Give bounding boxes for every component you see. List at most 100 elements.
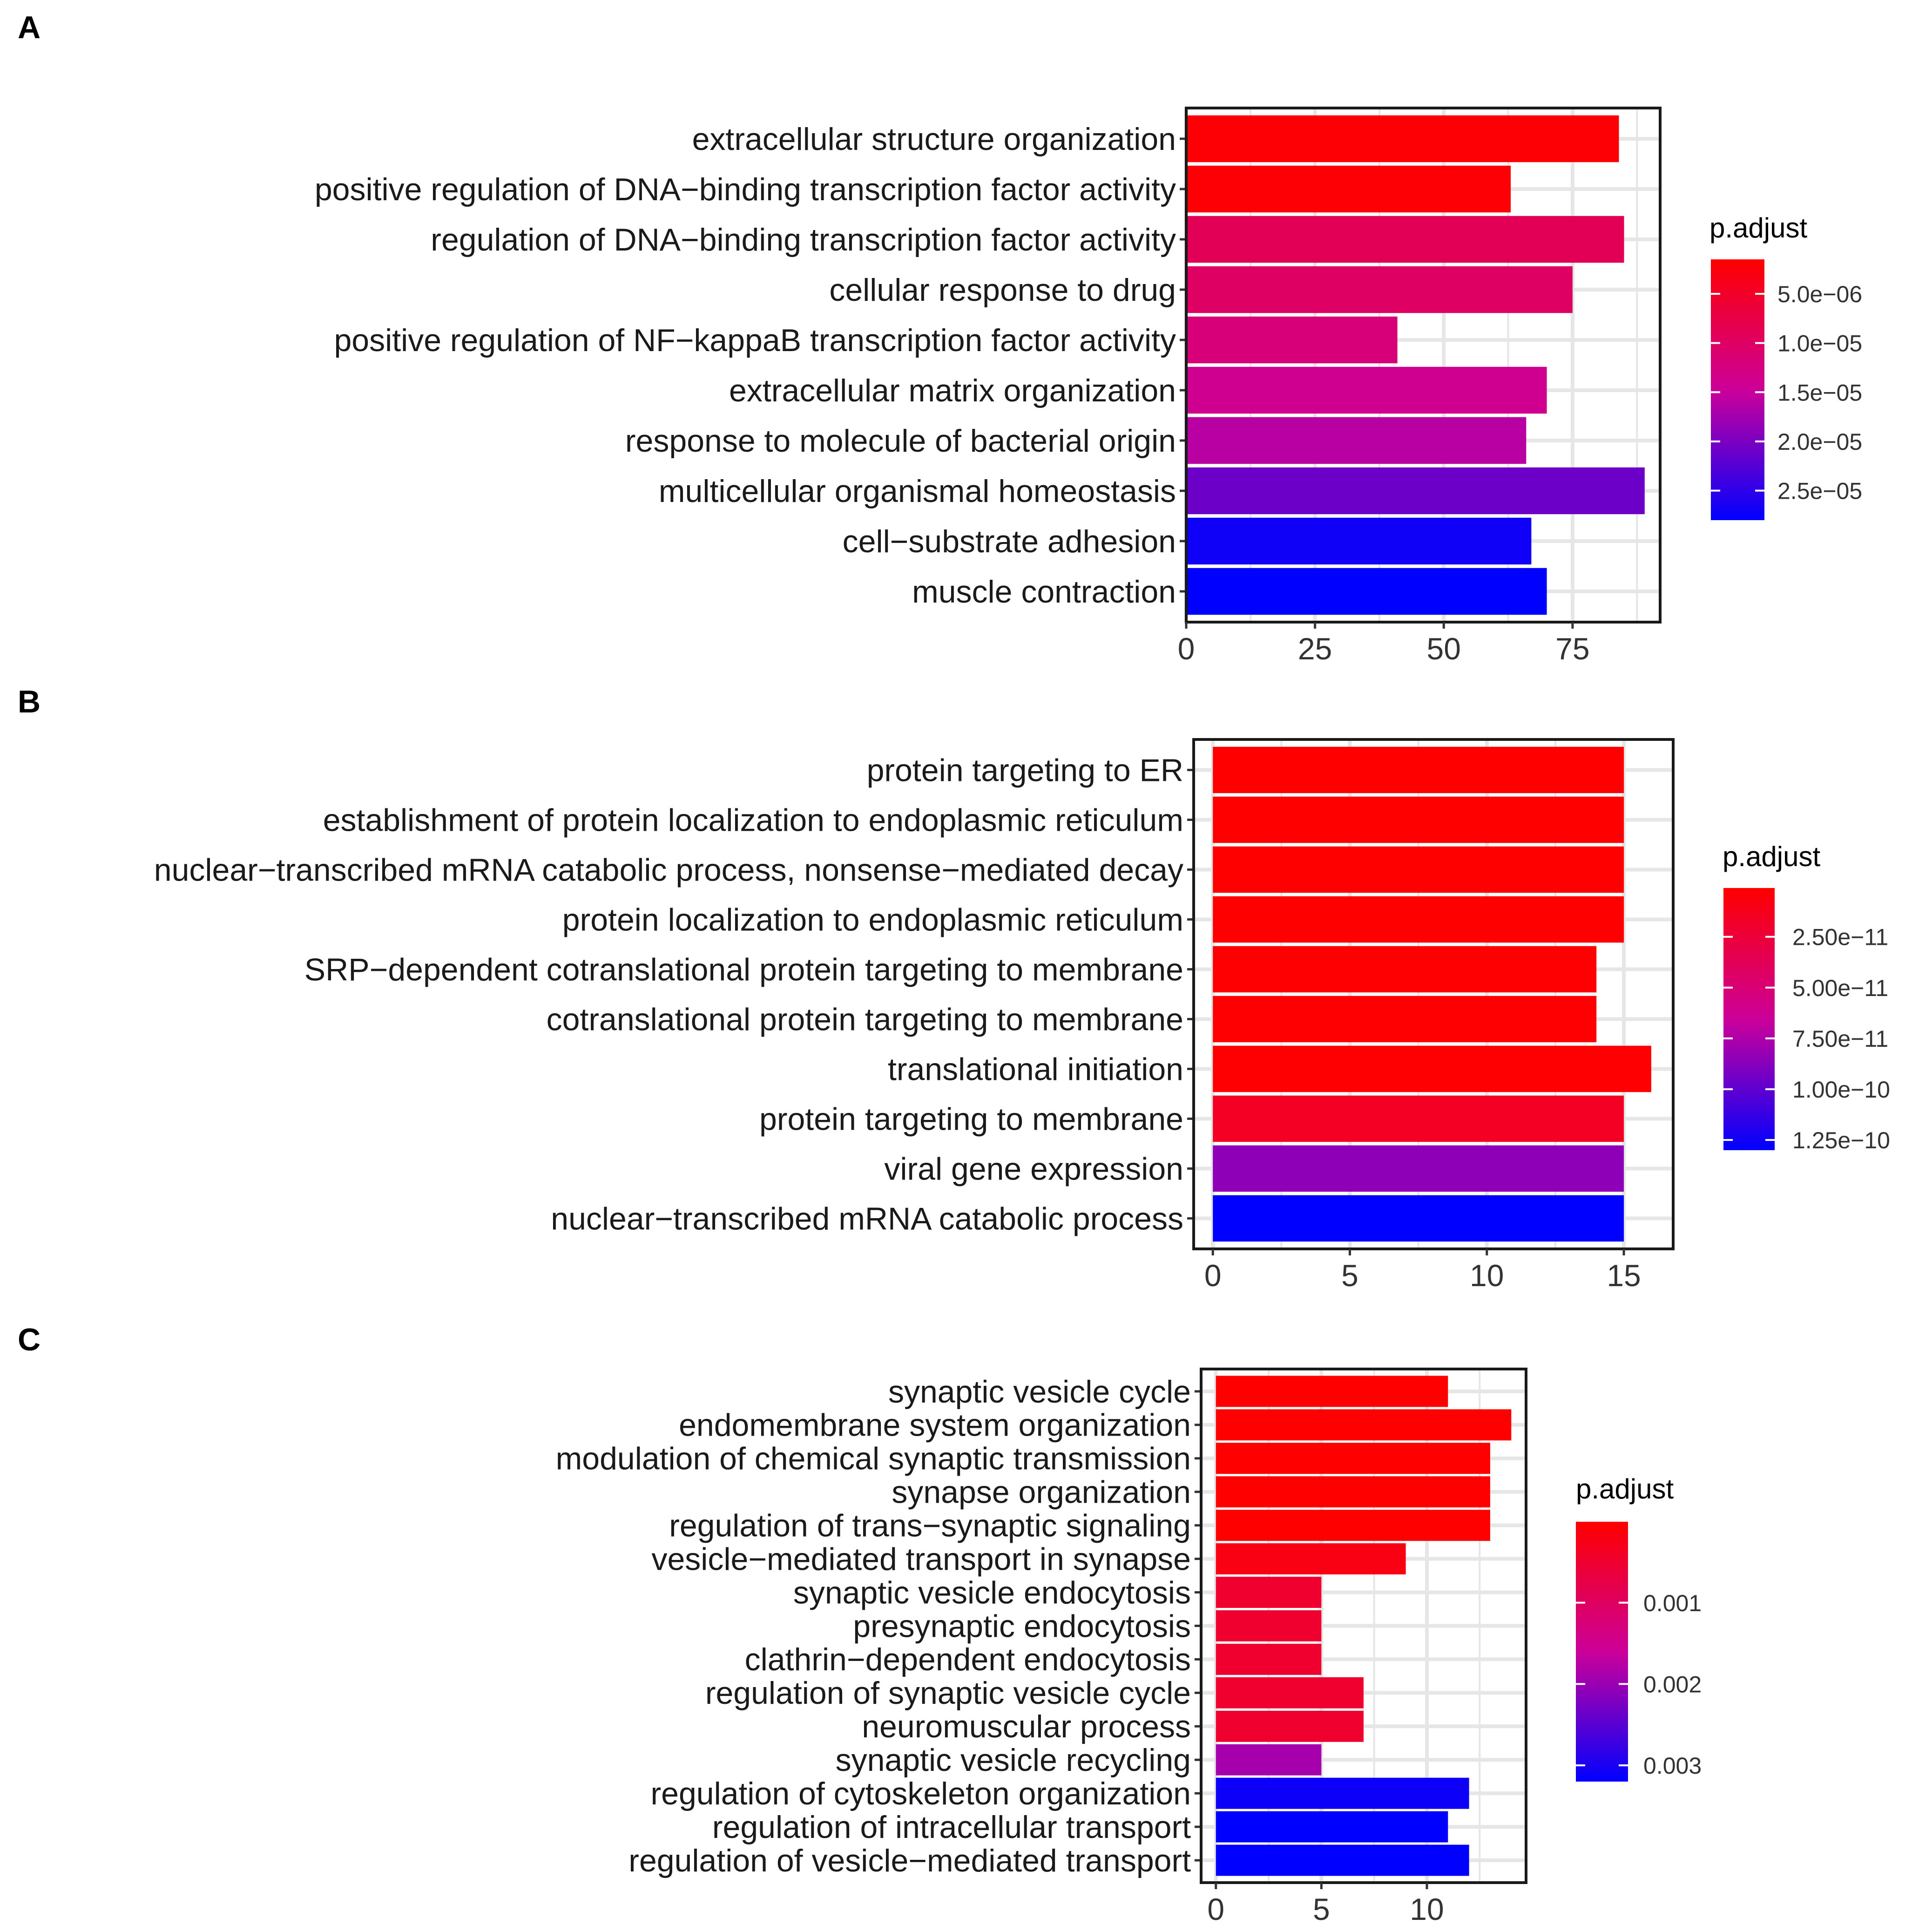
category-label: SRP−dependent cotranslational protein ta… (304, 952, 1183, 987)
category-label: cotranslational protein targeting to mem… (547, 1002, 1183, 1037)
x-tick-label: 0 (1207, 1892, 1224, 1926)
x-tick-label: 0 (1178, 631, 1195, 666)
category-label: protein targeting to ER (867, 752, 1183, 788)
legend-tick-label: 5.00e−11 (1792, 975, 1888, 1001)
category-label: vesicle−mediated transport in synapse (651, 1541, 1191, 1577)
bar (1186, 517, 1532, 565)
x-tick-label: 5 (1341, 1258, 1358, 1293)
category-label: regulation of synaptic vesicle cycle (705, 1675, 1191, 1711)
panel-letter: A (18, 10, 41, 45)
legend-tick-label: 5.0e−06 (1777, 281, 1862, 307)
x-tick-label: 15 (1607, 1258, 1641, 1293)
legend-tick-label: 1.0e−05 (1777, 331, 1862, 357)
bar (1186, 316, 1398, 364)
category-label: positive regulation of DNA−binding trans… (315, 172, 1176, 207)
legend-title: p.adjust (1576, 1473, 1674, 1505)
category-label: cell−substrate adhesion (843, 524, 1176, 559)
bar (1213, 946, 1597, 993)
x-tick-label: 50 (1427, 631, 1461, 666)
legend-colorbar (1723, 888, 1775, 1150)
category-label: modulation of chemical synaptic transmis… (556, 1441, 1191, 1477)
category-label: synaptic vesicle recycling (836, 1742, 1191, 1778)
panel-letter: C (18, 1322, 41, 1357)
category-label: viral gene expression (884, 1151, 1183, 1186)
bar (1216, 1811, 1448, 1843)
bar (1216, 1777, 1469, 1809)
x-tick-label: 75 (1555, 631, 1589, 666)
category-label: cellular response to drug (829, 272, 1176, 308)
bar (1186, 266, 1573, 313)
bar (1216, 1443, 1490, 1474)
category-label: positive regulation of NF−kappaB transcr… (334, 323, 1176, 358)
bar (1186, 366, 1547, 414)
bar (1213, 846, 1624, 893)
legend-tick-label: 0.003 (1643, 1753, 1702, 1779)
bar (1213, 796, 1624, 843)
bar (1216, 1476, 1490, 1508)
category-label: establishment of protein localization to… (323, 802, 1183, 838)
legend-title: p.adjust (1723, 841, 1820, 872)
x-tick-label: 10 (1410, 1892, 1444, 1926)
bar (1216, 1643, 1322, 1675)
legend-tick-label: 2.5e−05 (1777, 478, 1862, 504)
category-label: clathrin−dependent endocytosis (745, 1642, 1191, 1677)
legend-colorbar (1576, 1522, 1628, 1782)
category-label: regulation of trans−synaptic signaling (669, 1508, 1191, 1544)
bar (1186, 568, 1547, 615)
bar (1213, 896, 1624, 943)
category-label: protein targeting to membrane (759, 1101, 1183, 1137)
bar (1216, 1510, 1490, 1541)
x-tick-label: 5 (1313, 1892, 1330, 1926)
category-label: endomembrane system organization (679, 1408, 1191, 1443)
category-label: synapse organization (892, 1475, 1191, 1510)
legend-tick-label: 1.00e−10 (1792, 1077, 1890, 1103)
category-label: response to molecule of bacterial origin (625, 423, 1176, 459)
category-label: regulation of vesicle−mediated transport (628, 1843, 1191, 1878)
legend-tick-label: 7.50e−11 (1792, 1026, 1888, 1052)
plot-border (1185, 107, 1662, 624)
plot-border (1200, 1368, 1527, 1884)
category-label: presynaptic endocytosis (853, 1608, 1191, 1644)
bar (1213, 746, 1624, 793)
bar (1213, 1095, 1624, 1142)
category-label: synaptic vesicle endocytosis (793, 1575, 1191, 1610)
x-tick-label: 25 (1298, 631, 1332, 666)
bar (1216, 1577, 1322, 1608)
bar (1213, 996, 1597, 1043)
category-label: regulation of cytoskeleton organization (650, 1776, 1191, 1811)
bar (1216, 1677, 1364, 1708)
bar (1186, 467, 1645, 515)
bar (1216, 1409, 1512, 1441)
x-tick-label: 10 (1470, 1258, 1504, 1293)
category-label: protein localization to endoplasmic reti… (562, 902, 1183, 937)
legend-colorbar (1711, 259, 1764, 520)
bar (1186, 115, 1619, 163)
category-label: extracellular matrix organization (729, 373, 1176, 408)
legend-tick-label: 2.50e−11 (1792, 924, 1888, 950)
legend-title: p.adjust (1709, 212, 1807, 244)
bar (1216, 1710, 1364, 1742)
bar (1213, 1195, 1624, 1242)
legend-tick-label: 2.0e−05 (1777, 429, 1862, 455)
x-tick-label: 0 (1204, 1258, 1222, 1293)
bar (1213, 1145, 1624, 1192)
bar (1186, 216, 1624, 263)
category-label: neuromuscular process (862, 1709, 1191, 1744)
legend-tick-label: 0.001 (1643, 1590, 1702, 1616)
category-label: muscle contraction (912, 574, 1176, 610)
category-label: extracellular structure organization (692, 122, 1176, 157)
bar (1186, 165, 1511, 213)
bar (1213, 1045, 1651, 1092)
bar (1216, 1844, 1469, 1876)
bar (1216, 1376, 1448, 1407)
category-label: regulation of DNA−binding transcription … (431, 222, 1176, 258)
bar (1216, 1543, 1406, 1575)
bar (1216, 1610, 1322, 1641)
bar (1186, 417, 1527, 464)
panel-letter: B (18, 684, 41, 719)
legend-tick-label: 1.5e−05 (1777, 380, 1862, 406)
legend-tick-label: 1.25e−10 (1792, 1127, 1890, 1153)
